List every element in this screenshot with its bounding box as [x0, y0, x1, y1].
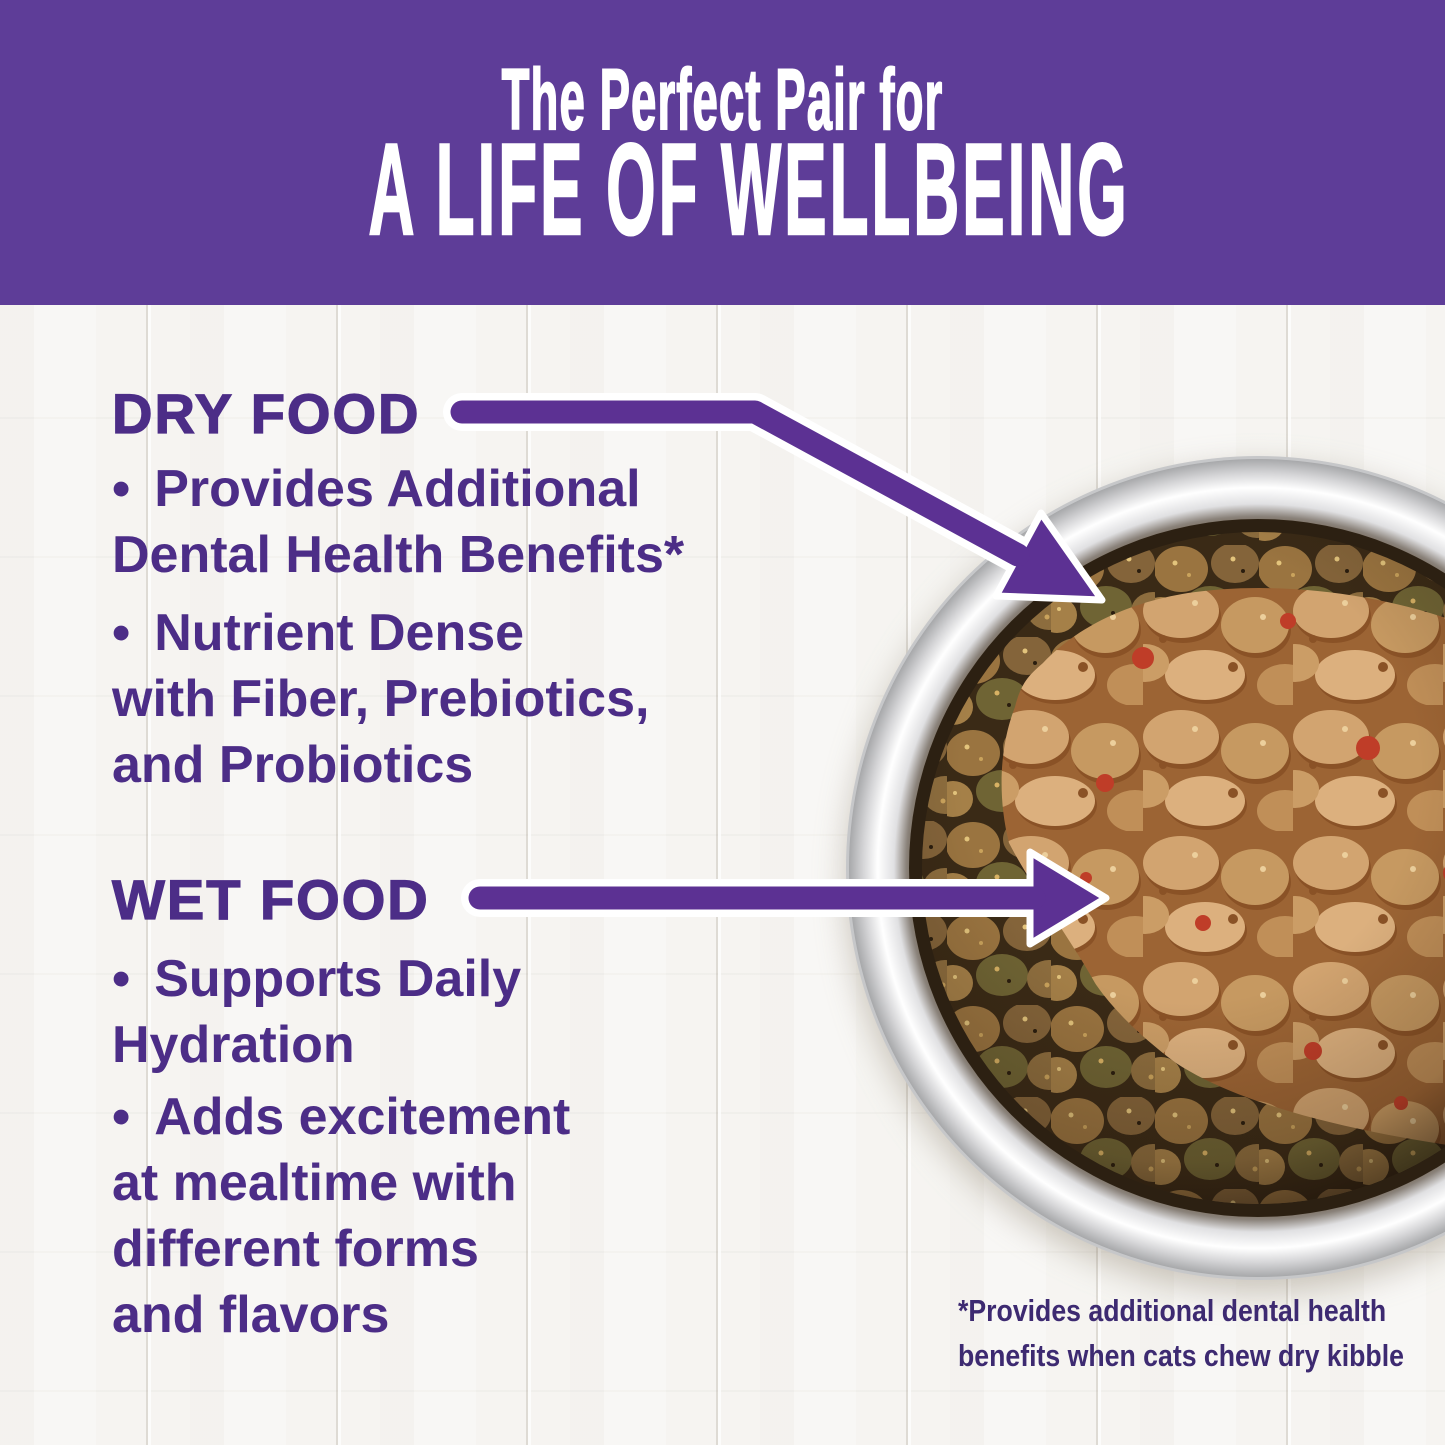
bullet-line: • Provides Additional [112, 456, 684, 522]
bullet-line: Hydration [112, 1016, 355, 1074]
dry-food-heading: DRY FOOD [111, 382, 421, 445]
bullet-icon: • [112, 604, 131, 662]
bullet-line: and Probiotics [112, 736, 474, 794]
dry-food-arrow [443, 393, 1106, 604]
bullet-line: and flavors [112, 1286, 390, 1344]
wet-food-heading: WET FOOD [111, 868, 430, 931]
bullet-line: with Fiber, Prebiotics, [112, 670, 650, 728]
wet-food-bullet-2: • Adds excitement at mealtime with differ… [112, 1084, 570, 1348]
dry-food-bullet-1: • Provides Additional Dental Health Benef… [112, 456, 684, 588]
footnote-line: benefits when cats chew dry kibble [958, 1338, 1404, 1373]
banner-eyebrow: The Perfect Pair for [501, 52, 944, 148]
bullet-line: Dental Health Benefits* [112, 526, 685, 584]
bullet-line: at mealtime with [112, 1154, 517, 1212]
bullet-line: • Supports Daily [112, 946, 521, 1012]
bullet-line: • Nutrient Dense [112, 600, 649, 666]
bullet-text: Nutrient Dense [154, 604, 525, 662]
bullet-icon: • [112, 1088, 131, 1146]
bullet-line: • Adds excitement [112, 1084, 570, 1150]
bullet-icon: • [112, 460, 131, 518]
footnote: *Provides additional dental health benef… [958, 1288, 1404, 1378]
header-banner: The Perfect Pair for A LIFE OF WELLBEING [0, 0, 1445, 305]
bullet-text: Provides Additional [154, 460, 641, 518]
wet-food-bullet-1: • Supports Daily Hydration [112, 946, 521, 1078]
bullet-icon: • [112, 950, 131, 1008]
wet-food-arrow [461, 848, 1110, 948]
banner-title: A LIFE OF WELLBEING [368, 116, 1130, 262]
bowl-photo [846, 456, 1445, 1280]
photo-vignette [922, 532, 1445, 1204]
bullet-line: different forms [112, 1220, 479, 1278]
dry-food-bullet-2: • Nutrient Dense with Fiber, Prebiotics, … [112, 600, 649, 798]
bullet-text: Supports Daily [154, 950, 522, 1008]
bullet-text: Adds excitement [154, 1088, 571, 1146]
footnote-line: *Provides additional dental health [958, 1293, 1387, 1328]
